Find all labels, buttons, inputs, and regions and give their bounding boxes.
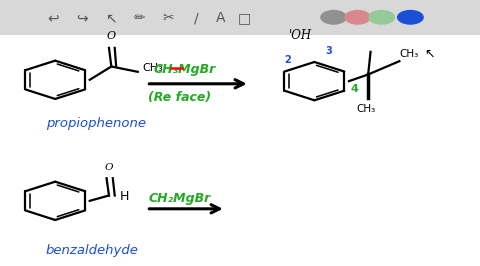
Text: 3: 3 bbox=[325, 45, 332, 56]
Text: □: □ bbox=[238, 11, 252, 25]
Text: 'OH: 'OH bbox=[288, 30, 312, 42]
Circle shape bbox=[320, 10, 347, 25]
Circle shape bbox=[368, 10, 395, 25]
Circle shape bbox=[344, 10, 371, 25]
Text: CH₃MgBr: CH₃MgBr bbox=[154, 63, 216, 76]
Text: O: O bbox=[105, 163, 113, 172]
Text: H: H bbox=[120, 190, 129, 203]
Text: ↖: ↖ bbox=[424, 48, 435, 61]
Text: ✏: ✏ bbox=[133, 11, 145, 25]
Text: A: A bbox=[216, 11, 226, 25]
Circle shape bbox=[397, 10, 424, 25]
Text: CH₃: CH₃ bbox=[143, 63, 163, 73]
Text: CH₂MgBr: CH₂MgBr bbox=[149, 192, 211, 205]
Text: (Re face): (Re face) bbox=[148, 91, 212, 103]
Text: propiophenone: propiophenone bbox=[46, 117, 145, 130]
Text: CH₃: CH₃ bbox=[356, 104, 375, 114]
FancyBboxPatch shape bbox=[0, 0, 480, 35]
Text: O: O bbox=[106, 31, 116, 41]
Text: 4: 4 bbox=[350, 84, 358, 94]
Text: CH₃: CH₃ bbox=[399, 48, 419, 59]
Text: benzaldehyde: benzaldehyde bbox=[46, 244, 138, 256]
Text: ↩: ↩ bbox=[47, 11, 59, 25]
Text: ✂: ✂ bbox=[162, 11, 174, 25]
Text: ↪: ↪ bbox=[76, 11, 87, 25]
Text: /: / bbox=[194, 11, 199, 25]
Text: ↖: ↖ bbox=[105, 11, 116, 25]
Text: 2: 2 bbox=[285, 55, 291, 65]
